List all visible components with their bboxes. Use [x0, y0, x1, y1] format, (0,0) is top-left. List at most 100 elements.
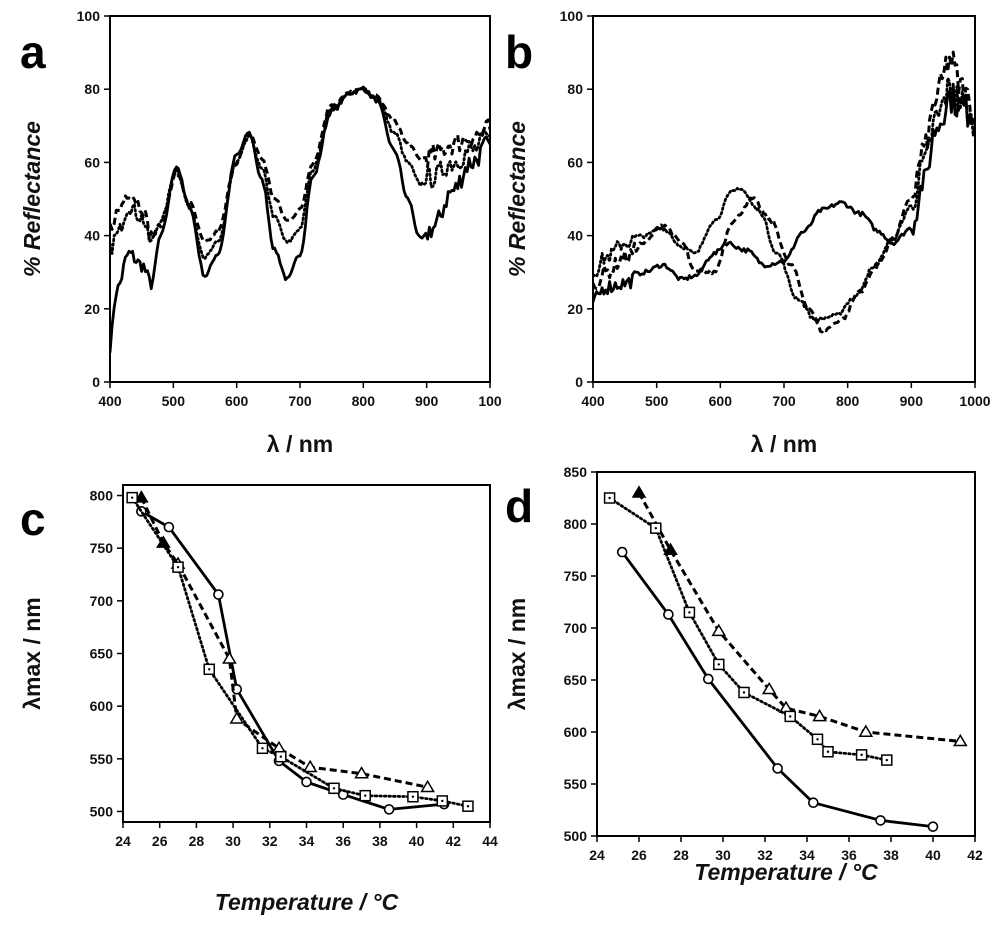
- x-tick-label: 26: [631, 847, 647, 863]
- x-axis-label: Temperature / °C: [694, 859, 878, 885]
- x-tick-label: 600: [709, 393, 733, 409]
- x-tick-label: 24: [115, 833, 131, 849]
- series-circles-line: [621, 551, 934, 828]
- marker-circle: [807, 797, 819, 809]
- x-tick-label: 30: [715, 847, 731, 863]
- marker-square-dot: [816, 738, 819, 741]
- y-tick-label: 20: [84, 301, 100, 317]
- marker-circle: [383, 804, 395, 815]
- plot-frame: [592, 15, 976, 383]
- marker-square-dot: [608, 496, 611, 500]
- y-tick-label: 80: [84, 81, 100, 97]
- y-axis-label: λmax / nm: [504, 598, 530, 711]
- marker-triangle: [858, 724, 874, 737]
- y-tick-label: 850: [564, 464, 588, 480]
- y-tick-label: 40: [567, 228, 583, 244]
- x-tick-label: 100: [478, 393, 502, 409]
- x-tick-label: 38: [883, 847, 899, 863]
- panel-letter: d: [505, 480, 533, 532]
- x-tick-label: 700: [288, 393, 312, 409]
- x-tick-label: 400: [98, 393, 122, 409]
- x-tick-label: 36: [841, 847, 857, 863]
- x-tick-label: 500: [645, 393, 669, 409]
- y-tick-label: 600: [90, 698, 114, 714]
- x-tick-label: 34: [299, 833, 315, 849]
- x-tick-label: 38: [372, 833, 388, 849]
- marker-triangle: [229, 711, 245, 724]
- series-dashed-line: [110, 85, 490, 244]
- x-tick-label: 44: [482, 833, 498, 849]
- y-tick-label: 550: [90, 751, 114, 767]
- marker-circle: [875, 815, 886, 826]
- marker-circle: [702, 673, 714, 685]
- panel-c: 24 26 28 30 32 34 36 38 40 42 44 500 550 600 650 700 750…: [19, 484, 498, 915]
- x-tick-label: 26: [152, 833, 168, 849]
- marker-triangle: [631, 485, 647, 498]
- y-tick-label: 80: [567, 81, 583, 97]
- panel-letter: a: [20, 26, 46, 78]
- series-triangles-line: [139, 496, 428, 789]
- x-axis-label: Temperature / °C: [215, 889, 399, 915]
- marker-square-dot: [826, 750, 830, 753]
- marker-circle: [616, 546, 628, 558]
- marker-square-dot: [411, 795, 415, 798]
- x-tick-label: 32: [757, 847, 773, 863]
- marker-square-dot: [789, 715, 792, 718]
- marker-square-dot: [364, 794, 367, 797]
- x-tick-label: 700: [772, 393, 796, 409]
- x-tick-label: 28: [673, 847, 689, 863]
- marker-circle: [927, 821, 939, 832]
- x-tick-label: 400: [581, 393, 605, 409]
- marker-circle: [772, 763, 783, 774]
- x-tick-label: 800: [352, 393, 376, 409]
- y-tick-label: 800: [90, 488, 114, 504]
- marker-triangle: [420, 779, 435, 793]
- y-axis-label: λmax / nm: [19, 597, 45, 710]
- y-tick-label: 40: [84, 228, 100, 244]
- x-axis-label: λ / nm: [267, 431, 333, 457]
- marker-triangle: [134, 490, 149, 503]
- plot-frame: [596, 471, 976, 837]
- y-tick-label: 60: [84, 154, 100, 170]
- series-dashed-line: [593, 50, 975, 334]
- marker-circle: [663, 609, 674, 620]
- x-axis-label: λ / nm: [751, 431, 817, 457]
- x-tick-label: 900: [415, 393, 439, 409]
- y-tick-label: 750: [564, 568, 588, 584]
- marker-triangle: [222, 651, 237, 664]
- panel-letter: b: [505, 26, 533, 78]
- x-tick-label: 40: [925, 847, 941, 863]
- marker-triangle: [812, 708, 827, 722]
- x-tick-label: 30: [225, 833, 241, 849]
- y-axis-label: % Reflectance: [19, 121, 45, 277]
- y-tick-label: 20: [567, 301, 583, 317]
- panel-letter: c: [20, 493, 46, 545]
- x-tick-label: 600: [225, 393, 249, 409]
- y-tick-label: 0: [92, 374, 100, 390]
- x-tick-label: 1000: [959, 393, 990, 409]
- y-tick-label: 100: [77, 8, 101, 24]
- series-squares-line: [130, 496, 470, 808]
- marker-triangle: [711, 623, 727, 637]
- x-tick-label: 42: [446, 833, 462, 849]
- series-triangles-line: [637, 492, 961, 743]
- marker-square-dot: [332, 787, 336, 790]
- x-tick-label: 500: [162, 393, 186, 409]
- y-tick-label: 500: [90, 803, 114, 819]
- y-tick-label: 0: [575, 374, 583, 390]
- x-tick-label: 800: [836, 393, 860, 409]
- y-tick-label: 100: [560, 8, 584, 24]
- y-tick-label: 60: [567, 154, 583, 170]
- x-tick-label: 36: [335, 833, 351, 849]
- series-squares-line: [608, 496, 889, 762]
- marker-square-dot: [130, 496, 134, 499]
- x-tick-label: 32: [262, 833, 278, 849]
- panel-d: 24 26 28 30 32 34 36 38 40 42 500 550 600 650 700 750 80…: [504, 464, 983, 885]
- marker-square-dot: [176, 565, 180, 569]
- panel-b: 400 500 600 700 800 900 1000 0 20 40 60 80 100 λ / nm…: [504, 8, 991, 457]
- y-tick-label: 550: [564, 776, 588, 792]
- marker-triangle: [952, 733, 968, 747]
- x-tick-label: 34: [799, 847, 815, 863]
